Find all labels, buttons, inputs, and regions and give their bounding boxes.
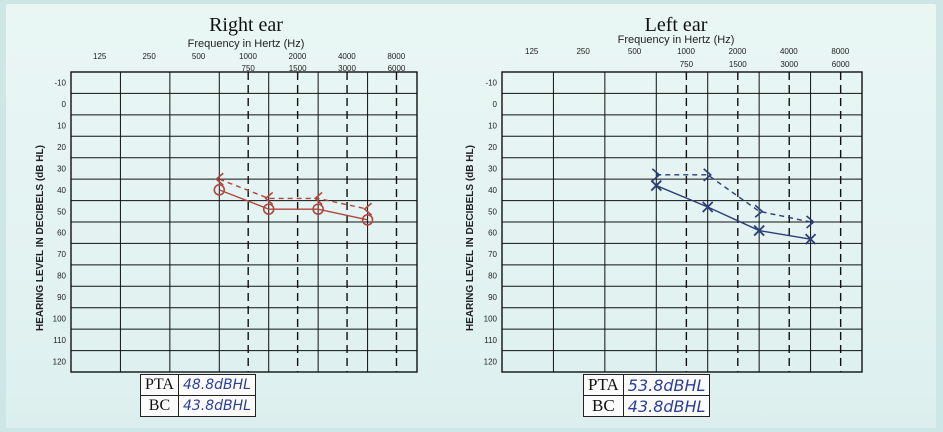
x-tick-label: 125: [93, 52, 107, 61]
y-tick-label: 30: [57, 164, 66, 173]
table-row: PTA 48.8dBHL: [140, 374, 256, 396]
y-tick-label: 100: [484, 314, 498, 323]
y-tick-label: 50: [488, 207, 497, 216]
y-tick-label: 90: [488, 293, 497, 302]
right-ear-subtitle: Frequency in Hertz (Hz): [187, 38, 305, 50]
y-tick-label: 80: [488, 272, 497, 281]
x-tick-label: 250: [576, 47, 590, 56]
data-point-circle: [262, 203, 275, 215]
y-tick-label: 120: [53, 357, 67, 366]
y-tick-label: -10: [485, 79, 497, 88]
data-point-circle: [213, 184, 226, 196]
grid: [70, 71, 418, 373]
data-point-circle: [361, 214, 374, 226]
right-ear-summary-table: PTA 48.8dBHL BC 43.8dBHL: [140, 374, 256, 417]
table-row: BC 43.8dBHL: [140, 395, 256, 417]
data-point-bracket: [806, 215, 815, 229]
data-point-cross: [804, 233, 817, 245]
data-point-cross: [753, 224, 765, 237]
y-tick-label: 70: [57, 250, 66, 259]
y-tick-label: 110: [484, 336, 497, 345]
pta-label: PTA: [583, 374, 624, 396]
y-tick-label: 50: [57, 207, 66, 216]
x-tick-label: 1000: [239, 52, 257, 61]
y-tick-label: 40: [488, 186, 497, 195]
bc-label: BC: [140, 395, 179, 417]
left-ear-subtitle: Frequency in Hertz (Hz): [617, 34, 735, 46]
series-bracket-right: [651, 168, 815, 229]
series-circle: [213, 184, 374, 226]
right-ear-title: Right ear: [209, 14, 283, 36]
y-tick-label: -10: [54, 79, 66, 88]
series-line: [656, 174, 811, 223]
x-tick-label: 2000: [289, 52, 307, 61]
y-tick-label: 0: [62, 100, 67, 109]
x-tick-label: 4000: [338, 52, 356, 61]
series-cross: [650, 179, 817, 245]
data-point-bracket: [703, 168, 712, 182]
series-line: [656, 184, 811, 240]
y-tick-label: 60: [57, 229, 66, 238]
y-tick-label: 10: [57, 122, 66, 131]
x-tick-label: 2000: [729, 47, 747, 56]
x-tick-label-mid: 750: [680, 60, 694, 69]
data-point-bracket: [754, 204, 764, 218]
y-tick-label: 20: [488, 143, 497, 152]
y-tick-label: 110: [53, 336, 66, 345]
x-tick-label: 500: [628, 47, 642, 56]
data-point-bracket: [363, 202, 373, 216]
pta-label: PTA: [140, 374, 179, 396]
y-tick-label: 60: [488, 229, 497, 238]
data-point-bracket: [264, 191, 274, 206]
pta-value: 53.8dBHL: [622, 374, 711, 396]
x-tick-label-mid: 3000: [338, 64, 356, 73]
x-tick-label-mid: 3000: [780, 60, 798, 69]
y-tick-label: 120: [484, 357, 498, 366]
x-tick-label-mid: 6000: [832, 60, 850, 69]
pta-value: 48.8dBHL: [177, 374, 256, 396]
grid: [501, 71, 863, 373]
y-tick-label: 30: [488, 164, 497, 173]
audiogram-sheet: Right ear Frequency in Hertz (Hz) HEARIN…: [6, 4, 936, 428]
left-ear-summary-table: PTA 53.8dBHL BC 43.8dBHL: [583, 374, 711, 417]
x-tick-label: 8000: [831, 47, 849, 56]
x-tick-label: 125: [525, 47, 539, 56]
bc-label: BC: [583, 395, 624, 417]
x-tick-label: 250: [142, 52, 156, 61]
table-row: BC 43.8dBHL: [583, 395, 711, 417]
x-tick-label-mid: 1500: [729, 60, 747, 69]
data-point-cross: [702, 201, 714, 213]
data-point-bracket: [313, 191, 323, 206]
x-tick-label: 500: [192, 52, 206, 61]
x-tick-label: 4000: [780, 47, 798, 56]
y-tick-label: 100: [53, 314, 67, 323]
bc-value: 43.8dBHL: [622, 395, 711, 417]
x-tick-label: 8000: [387, 52, 405, 61]
data-point-cross: [650, 179, 662, 192]
x-tick-label: 1000: [677, 47, 695, 56]
y-tick-label: 20: [57, 143, 66, 152]
data-point-bracket: [215, 172, 224, 186]
y-tick-label: 40: [57, 186, 66, 195]
data-point-circle: [312, 203, 324, 215]
data-point-bracket: [651, 168, 661, 182]
left-ear-title: Left ear: [644, 14, 708, 36]
y-tick-label: 0: [493, 100, 498, 109]
bc-value: 43.8dBHL: [177, 395, 256, 417]
series-bracket-left: [215, 172, 373, 216]
y-tick-label: 80: [57, 272, 66, 281]
table-row: PTA 53.8dBHL: [583, 374, 711, 396]
y-tick-label: 10: [488, 122, 497, 131]
x-tick-label-mid: 6000: [388, 64, 406, 73]
y-tick-label: 70: [488, 250, 497, 259]
x-tick-label-mid: 1500: [289, 64, 307, 73]
series-line: [219, 178, 368, 210]
series-line: [219, 189, 368, 221]
x-tick-label-mid: 750: [242, 64, 256, 73]
y-tick-label: 90: [57, 293, 66, 302]
